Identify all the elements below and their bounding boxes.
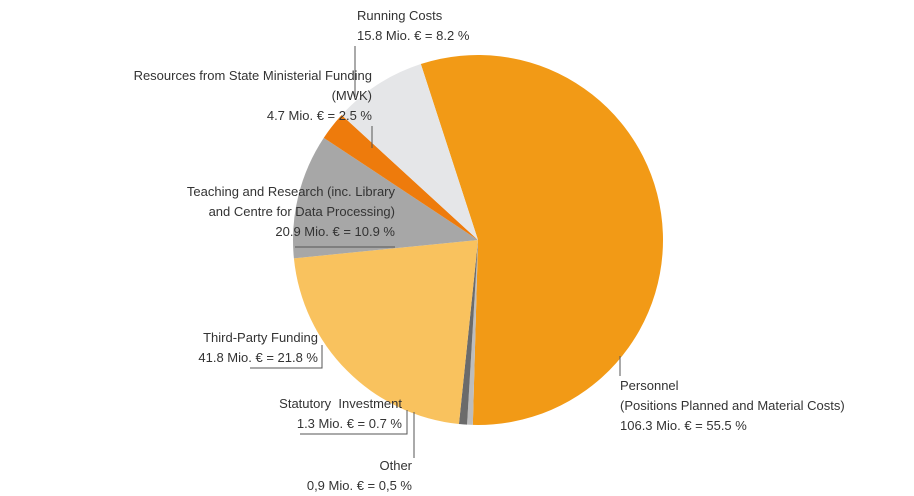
value-label: 20.9 Mio. € = 10.9 % (275, 224, 395, 239)
slice-label: Other 0,9 Mio. € = 0,5 % (307, 456, 412, 496)
value-label: 41.8 Mio. € = 21.8 % (198, 350, 318, 365)
pie-slice (323, 114, 478, 240)
pie-slice (293, 240, 478, 425)
category-label: Other (379, 458, 412, 473)
slice-label: Resources from State Ministerial Funding… (134, 66, 372, 126)
value-label: 15.8 Mio. € = 8.2 % (357, 28, 470, 43)
pie-slice (341, 64, 478, 241)
category-label: Personnel (Positions Planned and Materia… (620, 378, 845, 413)
slice-label: Third-Party Funding 41.8 Mio. € = 21.8 % (198, 328, 318, 368)
value-label: 1.3 Mio. € = 0.7 % (296, 416, 402, 431)
pie-slice (467, 240, 478, 425)
slice-label: Statutory Investment 1.3 Mio. € = 0.7 % (279, 394, 402, 434)
slice-label: Running Costs 15.8 Mio. € = 8.2 % (357, 6, 469, 46)
leader-line (250, 345, 323, 369)
category-label: Running Costs (357, 8, 443, 23)
slice-label: Teaching and Research (inc. Library and … (187, 182, 395, 242)
category-label: Statutory Investment (279, 396, 402, 411)
pie-slice (458, 240, 478, 425)
slice-label: Personnel (Positions Planned and Materia… (620, 376, 845, 436)
category-label: Third-Party Funding (203, 330, 318, 345)
value-label: 4.7 Mio. € = 2.5 % (266, 108, 372, 123)
value-label: 106.3 Mio. € = 55.5 % (620, 418, 747, 433)
leader-line (300, 410, 408, 435)
category-label: Resources from State Ministerial Funding… (133, 68, 372, 103)
pie-slice (420, 54, 663, 425)
value-label: 0,9 Mio. € = 0,5 % (306, 478, 412, 493)
category-label: Teaching and Research (inc. Library and … (186, 184, 395, 219)
pie-slice (293, 137, 478, 259)
